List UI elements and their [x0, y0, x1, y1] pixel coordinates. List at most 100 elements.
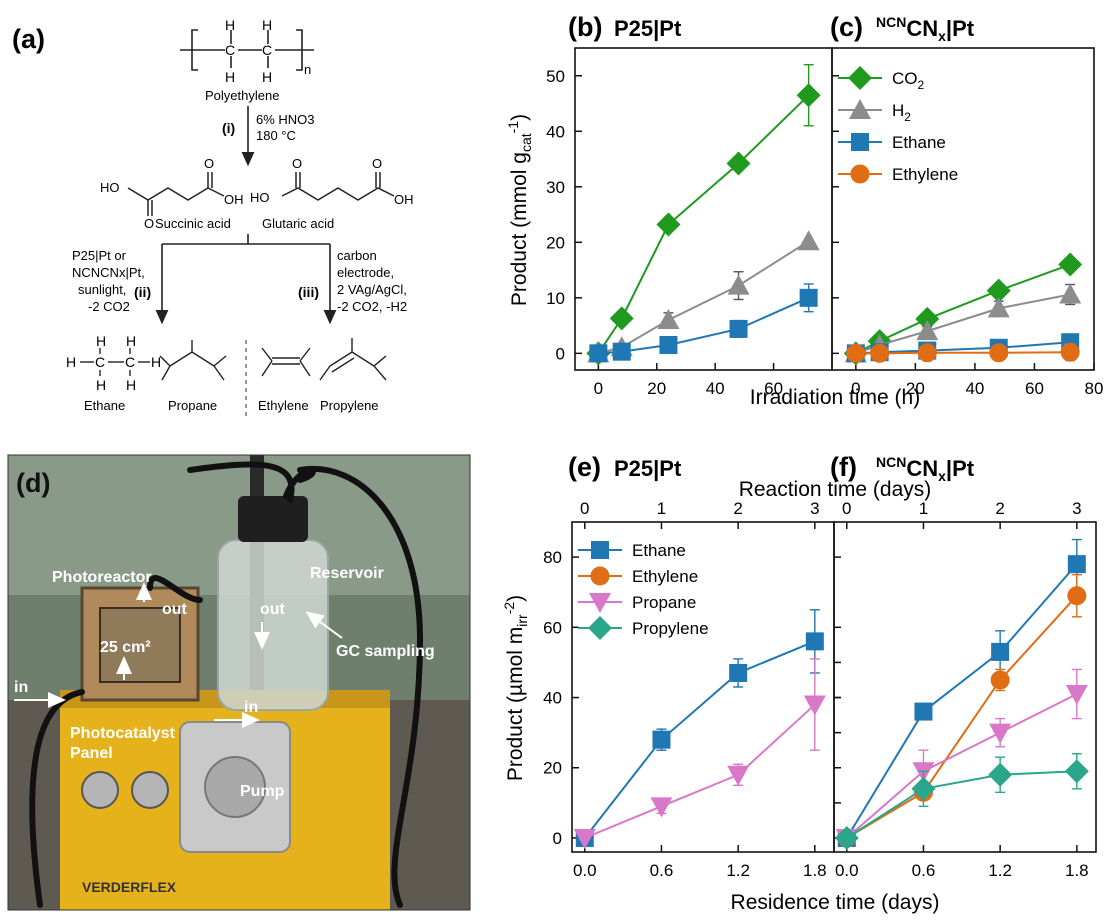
atom-h: H: [126, 377, 136, 393]
x2-tick-label: 1: [919, 499, 928, 518]
y-axis-title: Product (µmol mirr-2): [501, 595, 530, 781]
series-ethane: [589, 283, 818, 363]
x-tick-label: 1.2: [988, 861, 1012, 880]
legend-marker: [591, 541, 609, 559]
series-line: [846, 770, 1077, 839]
y-tick-label: 40: [543, 689, 562, 708]
legend: Ethane Ethylene Propane Propylene: [578, 541, 709, 640]
legend-label: CO2: [892, 69, 925, 92]
product-ethane: Ethane: [84, 398, 125, 413]
x-axis-title: Irradiation time (h): [750, 386, 920, 409]
data-point: [1067, 586, 1087, 606]
y-axis-title-part: ): [504, 595, 527, 602]
chart-title: NCNCNx|Pt: [876, 14, 975, 44]
succinic-acid-name: Succinic acid: [155, 216, 231, 231]
series-propane: [573, 658, 826, 849]
legend-marker: [589, 593, 611, 613]
panel-label: (c): [830, 12, 863, 42]
data-point: [727, 765, 750, 786]
label-pump: Pump: [240, 783, 285, 800]
atom-oh: OH: [394, 192, 414, 207]
data-point: [916, 320, 939, 341]
label-area: 25 cm²: [100, 639, 151, 656]
y-tick-label: 20: [546, 233, 565, 252]
panel-a-scheme: (a) C C H H H H n Polyethylene (i) 6% HN…: [12, 17, 414, 420]
step-iii-condition-1: carbon: [337, 248, 377, 263]
data-point: [917, 343, 937, 363]
x2-tick-label: 2: [733, 499, 742, 518]
x-tick-label: 0.6: [650, 861, 674, 880]
legend-label: Propane: [632, 593, 696, 612]
atom-h: H: [96, 377, 106, 393]
photo-border: [7, 454, 471, 911]
label-photoreactor: Photoreactor: [52, 569, 152, 586]
y-axis-title-part: Product (µmol m: [504, 627, 527, 781]
ethylene-structure: [261, 347, 311, 377]
data-point: [729, 663, 748, 682]
x2-tick-label: 1: [657, 499, 666, 518]
reservoir-cap: [238, 496, 308, 542]
data-point: [609, 306, 634, 331]
data-point: [797, 230, 820, 251]
data-point: [990, 670, 1010, 690]
atom-c: C: [225, 42, 235, 58]
series-ethane: [837, 538, 1086, 847]
step-ii-condition-3: sunlight,: [78, 282, 126, 297]
y-axis-title: Product (mmol gcat-1): [505, 114, 534, 306]
step-i-condition-1: 6% HNO3: [256, 112, 315, 127]
step-iii-condition-3: 2 VAg/AgCl,: [337, 282, 407, 297]
x-tick-label: 0: [851, 379, 860, 398]
panel-label: (b): [568, 12, 602, 42]
data-point: [989, 343, 1009, 363]
series-ethylene: [846, 342, 1080, 363]
legend-label: Propylene: [632, 619, 709, 638]
data-point: [652, 730, 671, 749]
y-tick-label: 20: [543, 759, 562, 778]
atom-c: C: [262, 42, 272, 58]
atom-oh: OH: [224, 192, 244, 207]
title-superscript: NCN: [876, 454, 906, 470]
data-point: [729, 319, 748, 338]
x2-tick-label: 0: [580, 499, 589, 518]
data-point: [914, 702, 933, 721]
y-tick-label: 80: [543, 548, 562, 567]
series-co2: [586, 63, 821, 366]
label-out-reservoir: out: [260, 601, 286, 618]
data-point: [803, 695, 826, 716]
label-reservoir: Reservoir: [310, 565, 384, 582]
x-tick-label: 20: [647, 379, 666, 398]
title-subscript: x: [938, 28, 946, 44]
data-point: [1067, 555, 1086, 574]
x2-tick-label: 2: [995, 499, 1004, 518]
y-axis-title-part: -2: [501, 602, 517, 615]
glutaric-acid-name: Glutaric acid: [262, 216, 334, 231]
pump-knob: [131, 771, 169, 809]
ethane-structure: [80, 348, 150, 376]
data-point: [659, 336, 678, 355]
y-tick-label: 0: [556, 344, 565, 363]
legend-label-part: 2: [904, 110, 911, 124]
branch-lines: [162, 234, 330, 245]
title-main: CN: [906, 16, 938, 41]
glutaric-acid-structure: [281, 172, 395, 201]
product-propane: Propane: [168, 398, 217, 413]
data-point: [1060, 342, 1080, 362]
data-point: [1059, 283, 1082, 304]
chart-title: P25|Pt: [614, 456, 682, 481]
step-ii-condition-4: -2 CO2: [88, 299, 130, 314]
series-line: [846, 693, 1078, 839]
series-propylene: [834, 753, 1089, 850]
x-tick-label: 40: [965, 379, 984, 398]
atom-o: O: [204, 156, 214, 171]
data-point: [991, 642, 1010, 661]
legend-marker: [849, 99, 871, 119]
x2-tick-label: 0: [842, 499, 851, 518]
series-ethane: [575, 609, 824, 847]
x2-axis-title: Reaction time (days): [739, 478, 932, 501]
data-point: [911, 776, 936, 801]
data-point: [846, 343, 866, 363]
panel-d-photo: VERDERFLEX (d) Photoreactor out Reservoi…: [7, 454, 471, 911]
